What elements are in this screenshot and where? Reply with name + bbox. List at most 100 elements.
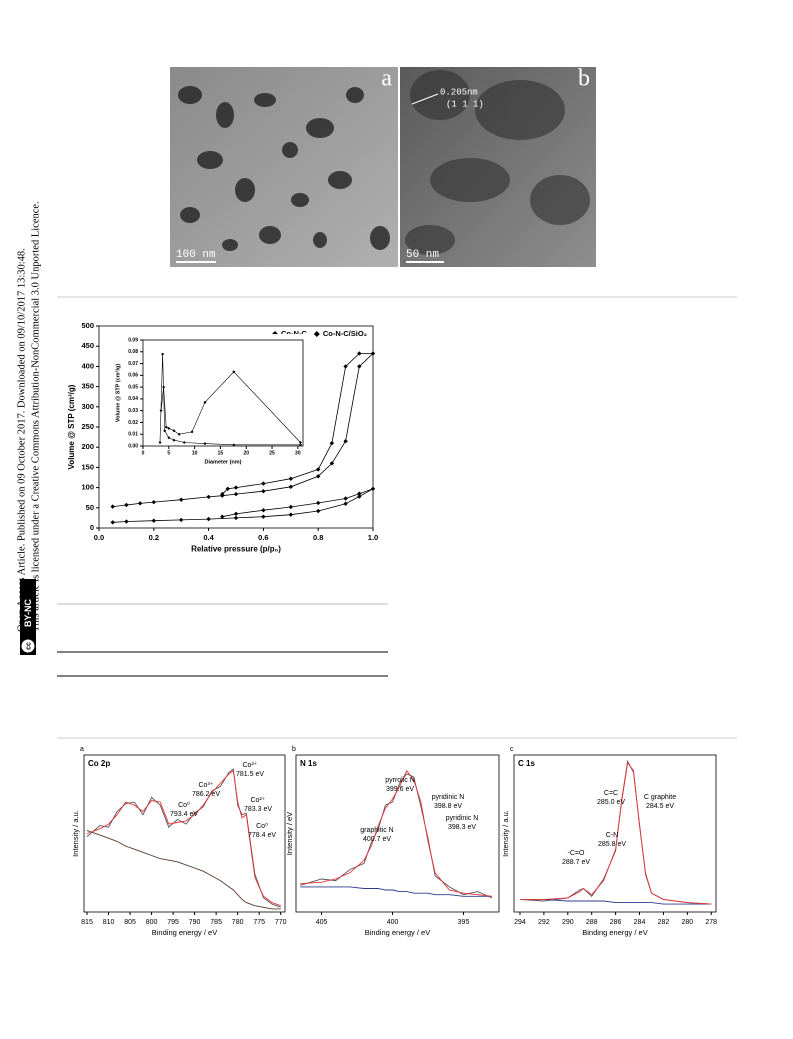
- y-tick-label: 0.01: [128, 432, 138, 438]
- scale-label: 50 nm: [406, 249, 439, 261]
- y-tick-label: 0.08: [128, 349, 138, 355]
- series-line: [86, 769, 281, 907]
- data-point: [329, 461, 335, 466]
- x-tick-label: 286: [610, 919, 622, 926]
- data-point: [261, 481, 266, 486]
- series-line: [300, 886, 492, 897]
- x-tick-label: 0.6: [258, 533, 268, 542]
- data-point: [261, 514, 266, 519]
- tem-particles: [178, 86, 390, 251]
- x-axis-label: Binding energy / eV: [152, 928, 217, 937]
- legend-label: Co-N-C/SiO₂: [323, 329, 367, 338]
- y-tick-label: 400: [81, 361, 94, 370]
- x-tick-label: 800: [146, 919, 158, 926]
- y-tick-label: 0: [90, 523, 94, 532]
- x-tick-label: 280: [681, 919, 693, 926]
- y-axis-label: Intensity / a.u.: [71, 810, 80, 857]
- data-point: [357, 491, 362, 496]
- data-point: [179, 517, 184, 523]
- annotation: pyrrolic N: [385, 777, 415, 784]
- data-point: [225, 486, 230, 492]
- annotation: -C=O: [568, 850, 585, 857]
- data-point: [124, 519, 129, 524]
- data-point: [151, 518, 156, 523]
- x-axis-label: Binding energy / eV: [582, 928, 647, 937]
- data-point: [232, 370, 236, 374]
- annotation: 778.4 eV: [248, 832, 276, 839]
- y-axis-label: Volume @ STP (cm³/g): [67, 384, 76, 469]
- x-tick-label: 0.0: [94, 533, 104, 542]
- data-point: [288, 476, 293, 481]
- y-tick-label: 0.07: [128, 361, 138, 367]
- data-point: [343, 364, 348, 369]
- data-point: [316, 500, 321, 506]
- annotation: 793.4 eV: [170, 811, 198, 818]
- data-point: [159, 409, 163, 413]
- data-point: [158, 440, 162, 444]
- lattice-arrow: [411, 93, 439, 105]
- data-point: [203, 400, 207, 404]
- data-point: [288, 484, 293, 489]
- data-point: [110, 520, 115, 525]
- annotation: 398.3 eV: [448, 824, 476, 831]
- data-point: [110, 504, 115, 509]
- x-tick-label: 284: [634, 919, 646, 926]
- data-point: [124, 502, 129, 508]
- annotation: pyridinic N: [446, 815, 479, 822]
- x-tick-label: 780: [232, 919, 244, 926]
- data-point: [182, 440, 186, 444]
- plot-frame: [83, 754, 286, 913]
- panel-title: C 1s: [518, 759, 535, 768]
- annotation: pyridinic N: [432, 794, 465, 801]
- data-point: [172, 438, 176, 442]
- data-point: [220, 491, 225, 497]
- data-point: [298, 443, 302, 447]
- x-tick-label: 0: [142, 450, 145, 456]
- data-point: [343, 496, 348, 501]
- y-tick-label: 350: [81, 382, 94, 391]
- y-tick-label: 0.00: [128, 443, 138, 449]
- x-tick-label: 405: [316, 919, 328, 926]
- y-tick-label: 0.04: [128, 396, 138, 402]
- tem-figure: a b 100 nm 50 nm 0.205nm (1 1 1): [170, 66, 596, 267]
- x-tick-label: 790: [189, 919, 201, 926]
- annotation: 399.6 eV: [386, 786, 414, 793]
- data-point: [343, 501, 348, 506]
- series-line: [86, 829, 281, 910]
- data-point: [151, 499, 156, 505]
- y-tick-label: 50: [86, 503, 94, 512]
- x-tick-label: 795: [167, 919, 179, 926]
- data-point: [177, 432, 181, 436]
- data-point: [233, 511, 239, 517]
- annotation: Co⁰: [178, 801, 190, 809]
- plot-frame: [142, 339, 304, 447]
- data-point: [179, 497, 184, 502]
- x-axis-label: Binding energy / eV: [365, 928, 430, 937]
- data-point: [288, 512, 293, 517]
- x-axis-label: Relative pressure (p/p₀): [191, 545, 281, 554]
- y-axis-label: Intensity / a.u.: [501, 810, 510, 857]
- data-point: [161, 352, 165, 356]
- annotation: 285.0 eV: [597, 799, 625, 806]
- panel-label: c: [510, 746, 514, 753]
- data-point: [167, 436, 171, 440]
- side-note-line: Open Access Article. Published on 09 Oct…: [16, 248, 27, 632]
- x-tick-label: 292: [538, 919, 550, 926]
- panel-title: Co 2p: [88, 759, 110, 768]
- annotation: Co²⁺: [251, 797, 266, 804]
- annotation: 786.2 eV: [192, 791, 220, 798]
- x-tick-label: 810: [103, 919, 115, 926]
- data-point: [316, 508, 321, 514]
- series-line: [112, 488, 374, 523]
- y-tick-label: 0.09: [128, 337, 138, 343]
- annotation: Co³⁺: [199, 782, 214, 789]
- plot-frame: [513, 754, 717, 913]
- panel-label: b: [578, 66, 590, 92]
- data-point: [232, 443, 236, 447]
- x-tick-label: 290: [562, 919, 574, 926]
- y-tick-label: 100: [81, 483, 94, 492]
- y-tick-label: 0.03: [128, 408, 138, 414]
- annotation: graphitic N: [360, 827, 393, 834]
- annotation: 398.8 eV: [434, 803, 462, 810]
- tem-particles: [405, 70, 590, 255]
